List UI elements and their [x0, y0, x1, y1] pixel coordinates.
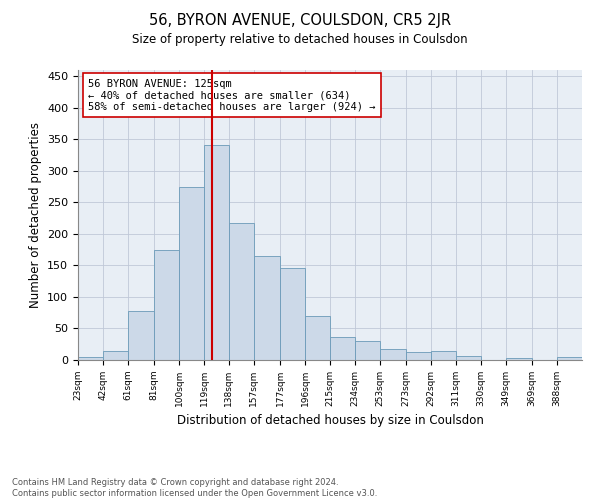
X-axis label: Distribution of detached houses by size in Coulsdon: Distribution of detached houses by size …	[176, 414, 484, 428]
Bar	[154, 250, 179, 360]
Bar	[431, 350, 456, 360]
Bar	[330, 338, 355, 360]
Bar	[305, 316, 330, 360]
Bar	[78, 357, 103, 360]
Bar	[204, 145, 229, 360]
Text: Size of property relative to detached houses in Coulsdon: Size of property relative to detached ho…	[132, 32, 468, 46]
Bar	[103, 351, 128, 360]
Bar	[179, 186, 204, 360]
Text: 56, BYRON AVENUE, COULSDON, CR5 2JR: 56, BYRON AVENUE, COULSDON, CR5 2JR	[149, 12, 451, 28]
Bar	[406, 352, 431, 360]
Bar	[557, 358, 582, 360]
Text: 56 BYRON AVENUE: 125sqm
← 40% of detached houses are smaller (634)
58% of semi-d: 56 BYRON AVENUE: 125sqm ← 40% of detache…	[88, 78, 376, 112]
Bar	[380, 348, 406, 360]
Bar	[128, 312, 154, 360]
Bar	[229, 222, 254, 360]
Bar	[280, 268, 305, 360]
Bar	[456, 356, 481, 360]
Text: Contains HM Land Registry data © Crown copyright and database right 2024.
Contai: Contains HM Land Registry data © Crown c…	[12, 478, 377, 498]
Bar	[355, 341, 380, 360]
Y-axis label: Number of detached properties: Number of detached properties	[29, 122, 41, 308]
Bar	[254, 256, 280, 360]
Bar	[506, 358, 532, 360]
